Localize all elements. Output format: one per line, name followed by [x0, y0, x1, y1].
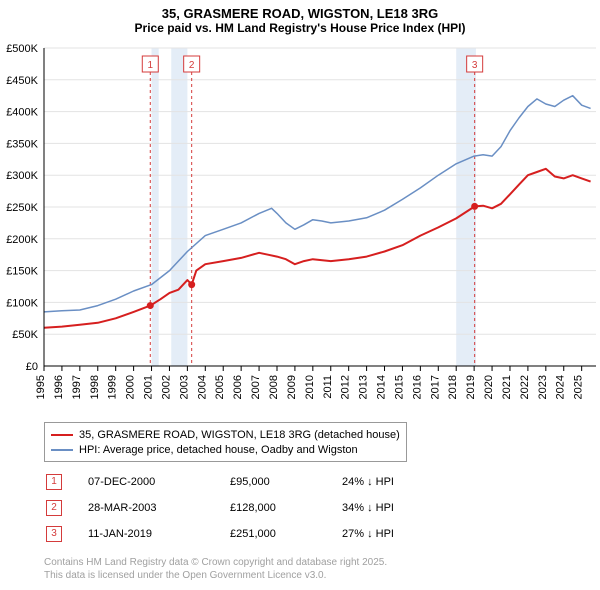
- svg-text:2024: 2024: [555, 375, 567, 399]
- legend: 35, GRASMERE ROAD, WIGSTON, LE18 3RG (de…: [44, 422, 407, 462]
- svg-text:2: 2: [189, 60, 195, 71]
- chart: £0 £50K £100K £150K £200K £250K £300K £350K £400…: [0, 42, 600, 412]
- svg-text:2010: 2010: [304, 375, 316, 399]
- svg-text:2003: 2003: [178, 375, 190, 399]
- legend-row-1: HPI: Average price, detached house, Oadb…: [51, 442, 400, 457]
- event-price-2: £251,000: [230, 522, 340, 546]
- svg-text:£0: £0: [26, 361, 38, 373]
- svg-text:2025: 2025: [573, 375, 585, 399]
- svg-text:2014: 2014: [376, 375, 388, 399]
- svg-text:2013: 2013: [358, 375, 370, 399]
- svg-text:2019: 2019: [465, 375, 477, 399]
- svg-text:£400K: £400K: [6, 107, 38, 119]
- event-row-0: 1 07-DEC-2000£95,00024% ↓ HPI: [46, 470, 582, 494]
- events-table: 1 07-DEC-2000£95,00024% ↓ HPI 2 28-MAR-2003…: [44, 468, 584, 548]
- svg-text:2005: 2005: [214, 375, 226, 399]
- svg-text:2018: 2018: [447, 375, 459, 399]
- event-price-0: £95,000: [230, 470, 340, 494]
- svg-text:2017: 2017: [429, 375, 441, 399]
- svg-text:2020: 2020: [483, 375, 495, 399]
- svg-text:2002: 2002: [160, 375, 172, 399]
- svg-text:2008: 2008: [268, 375, 280, 399]
- copyright: Contains HM Land Registry data © Crown c…: [44, 556, 387, 582]
- chart-svg: £0 £50K £100K £150K £200K £250K £300K £350K £400…: [0, 42, 600, 412]
- legend-swatch-1: [51, 449, 73, 451]
- svg-text:2007: 2007: [250, 375, 262, 399]
- svg-text:£250K: £250K: [6, 202, 38, 214]
- svg-text:£500K: £500K: [6, 43, 38, 55]
- svg-text:1997: 1997: [71, 375, 83, 399]
- svg-text:1998: 1998: [89, 375, 101, 399]
- chart-container: 35, GRASMERE ROAD, WIGSTON, LE18 3RG Pri…: [0, 0, 600, 590]
- svg-text:2004: 2004: [196, 375, 208, 399]
- event-date-0: 07-DEC-2000: [88, 470, 228, 494]
- svg-text:£150K: £150K: [6, 266, 38, 278]
- svg-text:2011: 2011: [322, 375, 334, 399]
- event-price-1: £128,000: [230, 496, 340, 520]
- svg-text:£350K: £350K: [6, 138, 38, 150]
- svg-text:2000: 2000: [125, 375, 137, 399]
- event-row-2: 3 11-JAN-2019£251,00027% ↓ HPI: [46, 522, 582, 546]
- svg-text:1: 1: [147, 60, 153, 71]
- event-delta-2: 27% ↓ HPI: [342, 522, 582, 546]
- copyright-line-2: This data is licensed under the Open Gov…: [44, 569, 387, 582]
- event-delta-1: 34% ↓ HPI: [342, 496, 582, 520]
- svg-text:£450K: £450K: [6, 75, 38, 87]
- svg-text:£100K: £100K: [6, 297, 38, 309]
- event-delta-0: 24% ↓ HPI: [342, 470, 582, 494]
- event-num-0: 1: [46, 474, 62, 490]
- title-line-1: 35, GRASMERE ROAD, WIGSTON, LE18 3RG: [0, 6, 600, 21]
- legend-row-0: 35, GRASMERE ROAD, WIGSTON, LE18 3RG (de…: [51, 427, 400, 442]
- svg-text:2001: 2001: [143, 375, 155, 399]
- svg-text:2016: 2016: [411, 375, 423, 399]
- title-area: 35, GRASMERE ROAD, WIGSTON, LE18 3RG Pri…: [0, 0, 600, 35]
- svg-text:2015: 2015: [393, 375, 405, 399]
- svg-text:2006: 2006: [232, 375, 244, 399]
- legend-swatch-0: [51, 434, 73, 436]
- event-date-2: 11-JAN-2019: [88, 522, 228, 546]
- title-line-2: Price paid vs. HM Land Registry's House …: [0, 21, 600, 35]
- event-num-2: 3: [46, 526, 62, 542]
- svg-text:1996: 1996: [53, 375, 65, 399]
- svg-text:2022: 2022: [519, 375, 531, 399]
- copyright-line-1: Contains HM Land Registry data © Crown c…: [44, 556, 387, 569]
- svg-text:£200K: £200K: [6, 234, 38, 246]
- svg-text:2009: 2009: [286, 375, 298, 399]
- svg-text:£50K: £50K: [12, 329, 38, 341]
- event-row-1: 2 28-MAR-2003£128,00034% ↓ HPI: [46, 496, 582, 520]
- event-date-1: 28-MAR-2003: [88, 496, 228, 520]
- svg-text:1999: 1999: [107, 375, 119, 399]
- event-num-1: 2: [46, 500, 62, 516]
- legend-label-0: 35, GRASMERE ROAD, WIGSTON, LE18 3RG (de…: [79, 429, 400, 441]
- legend-label-1: HPI: Average price, detached house, Oadb…: [79, 444, 358, 456]
- svg-text:1995: 1995: [35, 375, 47, 399]
- svg-text:2021: 2021: [501, 375, 513, 399]
- svg-text:2012: 2012: [340, 375, 352, 399]
- svg-text:£300K: £300K: [6, 170, 38, 182]
- svg-text:3: 3: [472, 60, 478, 71]
- svg-text:2023: 2023: [537, 375, 549, 399]
